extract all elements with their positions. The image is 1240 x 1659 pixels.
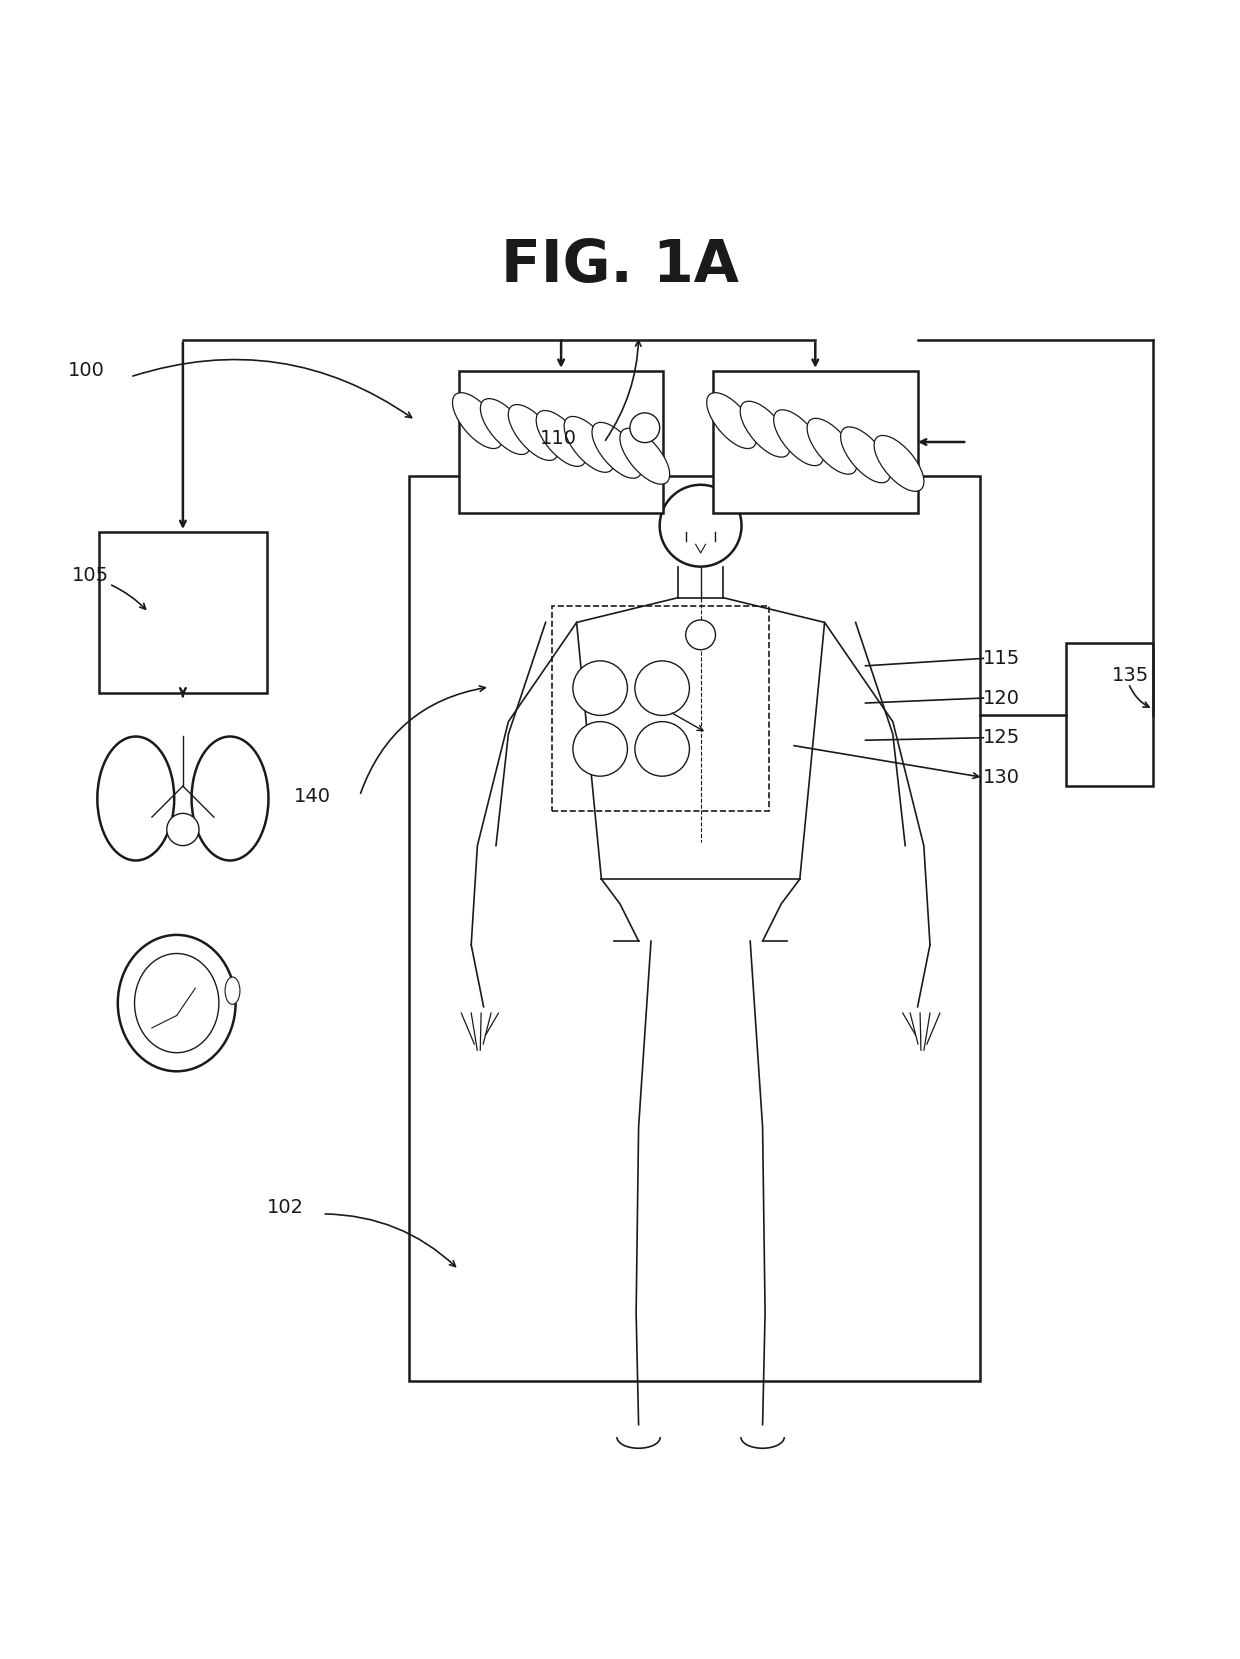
Circle shape — [635, 722, 689, 776]
Text: 130: 130 — [983, 768, 1021, 786]
Text: 135: 135 — [1112, 667, 1149, 685]
Text: 105: 105 — [72, 566, 109, 586]
Ellipse shape — [508, 405, 558, 461]
Circle shape — [660, 484, 742, 567]
Ellipse shape — [118, 936, 236, 1072]
Ellipse shape — [226, 977, 241, 1004]
Text: 100: 100 — [68, 362, 105, 380]
Ellipse shape — [807, 418, 857, 474]
Ellipse shape — [98, 737, 174, 861]
Ellipse shape — [841, 426, 890, 483]
Text: 120: 120 — [983, 688, 1021, 707]
Bar — [713, 370, 918, 513]
Circle shape — [635, 660, 689, 715]
Ellipse shape — [874, 435, 924, 491]
Text: FIG. 1A: FIG. 1A — [501, 237, 739, 294]
Ellipse shape — [707, 393, 756, 448]
Circle shape — [167, 813, 200, 846]
Bar — [552, 606, 769, 811]
Ellipse shape — [480, 398, 531, 455]
Bar — [409, 476, 980, 1382]
Bar — [99, 533, 267, 693]
Ellipse shape — [564, 416, 614, 473]
Ellipse shape — [536, 410, 587, 466]
Ellipse shape — [740, 401, 790, 458]
Circle shape — [573, 660, 627, 715]
Text: 140: 140 — [294, 786, 331, 806]
Circle shape — [573, 722, 627, 776]
Ellipse shape — [620, 428, 670, 484]
Circle shape — [686, 620, 715, 650]
Text: 110: 110 — [539, 430, 577, 448]
Circle shape — [630, 413, 660, 443]
Ellipse shape — [453, 393, 502, 448]
Bar — [1066, 644, 1153, 786]
Bar — [459, 370, 663, 513]
Ellipse shape — [591, 423, 642, 478]
Ellipse shape — [774, 410, 823, 466]
Ellipse shape — [135, 954, 219, 1053]
Text: 102: 102 — [267, 1198, 304, 1218]
Text: 115: 115 — [983, 649, 1021, 669]
Text: 125: 125 — [983, 728, 1021, 747]
Ellipse shape — [192, 737, 269, 861]
